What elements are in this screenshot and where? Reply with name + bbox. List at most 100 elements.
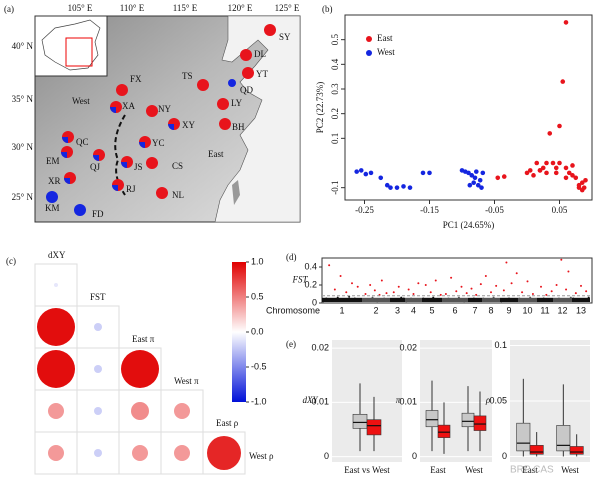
point bbox=[570, 173, 575, 178]
snp bbox=[376, 300, 379, 303]
point bbox=[537, 168, 543, 173]
chromosome-band bbox=[468, 297, 482, 302]
snp bbox=[405, 300, 408, 303]
point bbox=[363, 171, 369, 177]
snp bbox=[385, 292, 388, 295]
point bbox=[469, 173, 475, 178]
snp bbox=[366, 298, 369, 301]
lon-label: 110° E bbox=[120, 3, 145, 13]
snp bbox=[510, 282, 513, 285]
panel-label: (e) bbox=[286, 339, 296, 349]
point bbox=[576, 185, 582, 190]
legend-marker bbox=[366, 36, 372, 42]
snp bbox=[437, 298, 440, 301]
snp bbox=[487, 299, 490, 302]
x-axis-label: Chromosome bbox=[266, 305, 320, 315]
panel-label: (b) bbox=[322, 4, 333, 14]
corr-circle bbox=[174, 445, 190, 461]
y-tick-label: -0.1 bbox=[330, 181, 340, 195]
snp bbox=[457, 296, 460, 299]
y-tick-label: 0.4 bbox=[304, 261, 317, 271]
y-tick-label: 0.2 bbox=[330, 108, 340, 119]
point bbox=[495, 175, 501, 181]
point bbox=[378, 175, 384, 181]
snp bbox=[325, 297, 328, 300]
point bbox=[583, 177, 588, 183]
site-label: YC bbox=[152, 138, 165, 148]
snp bbox=[585, 290, 588, 293]
snp bbox=[470, 287, 473, 290]
snp bbox=[387, 298, 390, 301]
lon-label: 115° E bbox=[173, 3, 198, 13]
x-tick-label: East bbox=[522, 465, 538, 475]
snp bbox=[553, 299, 556, 302]
region-label: West bbox=[72, 96, 90, 106]
snp bbox=[565, 288, 568, 291]
corr-circle bbox=[94, 365, 102, 373]
site-label: XR bbox=[48, 176, 61, 186]
y-axis-label: FST bbox=[291, 275, 308, 285]
snp bbox=[531, 293, 534, 295]
chromosome-band bbox=[500, 297, 518, 302]
point bbox=[570, 163, 575, 168]
snp bbox=[331, 299, 333, 302]
variable-label: East π bbox=[132, 334, 155, 344]
region-label: East bbox=[208, 149, 224, 159]
snp bbox=[390, 298, 393, 301]
x-tick-label: West bbox=[465, 465, 483, 475]
site bbox=[219, 118, 231, 130]
snp bbox=[555, 284, 558, 286]
colorbar bbox=[232, 262, 246, 402]
box bbox=[529, 445, 544, 455]
site-share bbox=[168, 124, 174, 130]
y-tick-label: 0.2 bbox=[304, 279, 317, 289]
site-label: FD bbox=[92, 209, 104, 219]
variable-label: dXY bbox=[48, 250, 66, 260]
x-tick-label: 1 bbox=[339, 305, 344, 315]
site-share bbox=[64, 178, 70, 184]
y-tick-label: 0.4 bbox=[330, 58, 340, 70]
snp bbox=[490, 291, 492, 294]
chromosome-band bbox=[572, 297, 590, 302]
snp bbox=[479, 283, 482, 286]
snp bbox=[447, 297, 450, 300]
colorbar-label: -0.5 bbox=[251, 361, 267, 371]
snp bbox=[460, 285, 463, 288]
y-tick-label: 0 bbox=[502, 451, 507, 461]
snp bbox=[339, 275, 342, 277]
inset-outline bbox=[41, 19, 101, 71]
point bbox=[480, 170, 486, 176]
y-tick-label: 0 bbox=[324, 451, 329, 461]
y-tick-label: 0.05 bbox=[489, 395, 507, 405]
site-label: SY bbox=[279, 32, 291, 42]
x-axis-label: PC1 (24.65%) bbox=[443, 220, 495, 230]
point bbox=[394, 185, 400, 190]
lon-label: 105° E bbox=[68, 3, 93, 13]
y-axis-label: dXY bbox=[302, 395, 318, 405]
site-label: KM bbox=[45, 203, 60, 213]
point bbox=[557, 160, 562, 166]
corr-circle bbox=[121, 350, 159, 388]
snp bbox=[482, 297, 485, 300]
corr-circle bbox=[48, 445, 64, 461]
snp bbox=[508, 297, 510, 300]
site-label: XY bbox=[182, 120, 195, 130]
snp bbox=[395, 299, 398, 302]
site-label: QC bbox=[76, 137, 89, 147]
site-label: NL bbox=[172, 190, 184, 200]
point bbox=[540, 165, 546, 171]
lat-label: 30° N bbox=[12, 142, 34, 152]
site bbox=[156, 187, 168, 199]
snp bbox=[569, 296, 572, 299]
snp bbox=[356, 285, 359, 288]
site-share bbox=[62, 137, 68, 143]
x-tick-label: East vs West bbox=[344, 465, 390, 475]
x-tick-label: 6 bbox=[452, 305, 457, 315]
snp bbox=[444, 293, 447, 295]
chromosome-band bbox=[518, 297, 537, 302]
snp bbox=[495, 284, 498, 287]
y-tick-label: 0.5 bbox=[330, 34, 340, 46]
box bbox=[366, 419, 382, 436]
snp bbox=[392, 291, 395, 294]
